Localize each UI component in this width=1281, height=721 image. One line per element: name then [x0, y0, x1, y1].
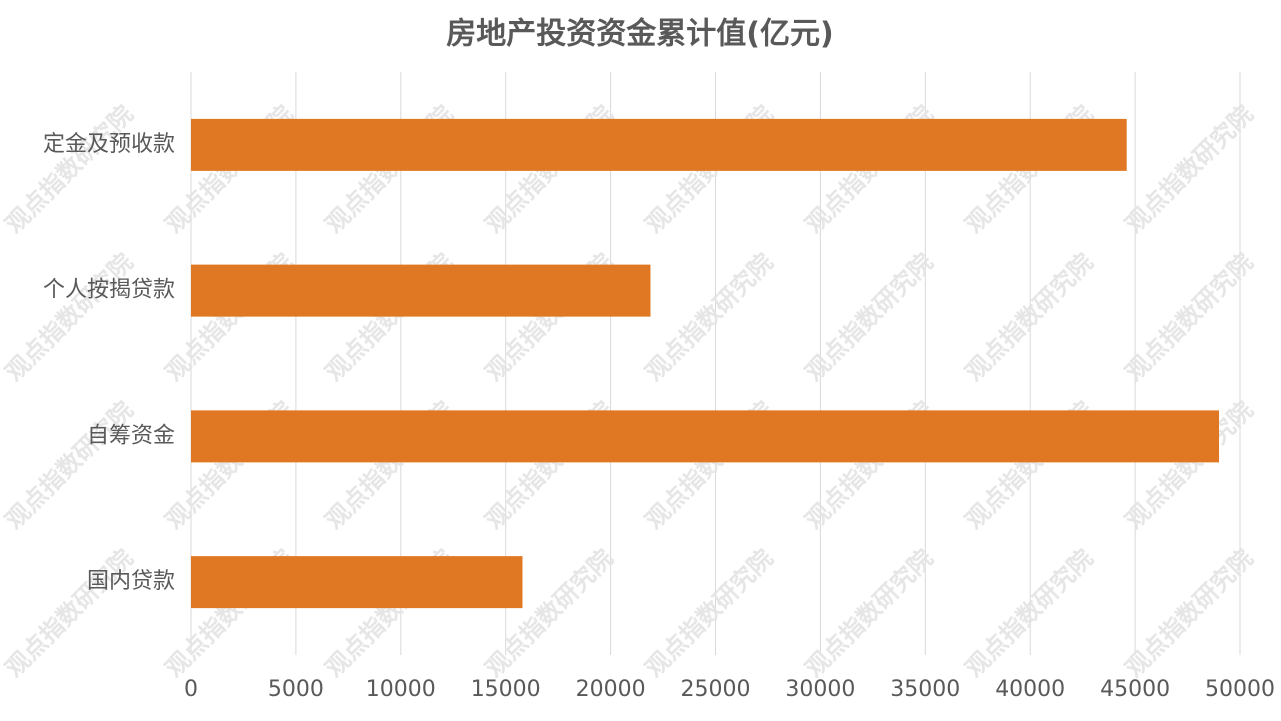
x-tick-label: 45000 [1100, 677, 1170, 702]
watermark: 观点指数研究院 [0, 100, 139, 239]
x-tick-label: 0 [184, 677, 198, 702]
x-tick-label: 15000 [471, 677, 541, 702]
watermark: 观点指数研究院 [640, 544, 779, 683]
x-tick-label: 10000 [366, 677, 436, 702]
watermark: 观点指数研究院 [960, 248, 1099, 387]
y-tick-label: 国内贷款 [87, 569, 175, 594]
y-tick-label: 个人按揭贷款 [43, 278, 175, 303]
bar [191, 410, 1220, 463]
watermark: 观点指数研究院 [0, 248, 139, 387]
watermark: 观点指数研究院 [960, 544, 1099, 683]
x-tick-label: 35000 [890, 677, 960, 702]
bar [191, 264, 651, 317]
y-tick-label: 定金及预收款 [43, 132, 175, 157]
watermark: 观点指数研究院 [1120, 100, 1259, 239]
bar [191, 556, 523, 609]
watermark: 观点指数研究院 [0, 396, 139, 535]
x-tick-label: 20000 [576, 677, 646, 702]
x-tick-label: 5000 [268, 677, 324, 702]
x-tick-label: 30000 [785, 677, 855, 702]
watermark: 观点指数研究院 [1120, 248, 1259, 387]
bar [191, 118, 1127, 171]
watermark: 观点指数研究院 [1120, 544, 1259, 683]
x-tick-label: 40000 [995, 677, 1065, 702]
bars [191, 118, 1220, 609]
x-tick-label: 50000 [1205, 677, 1275, 702]
watermark: 观点指数研究院 [0, 544, 139, 683]
chart-title: 房地产投资资金累计值(亿元) [446, 17, 833, 52]
y-tick-label: 自筹资金 [87, 423, 175, 448]
x-tick-label: 25000 [681, 677, 751, 702]
watermark: 观点指数研究院 [640, 248, 779, 387]
